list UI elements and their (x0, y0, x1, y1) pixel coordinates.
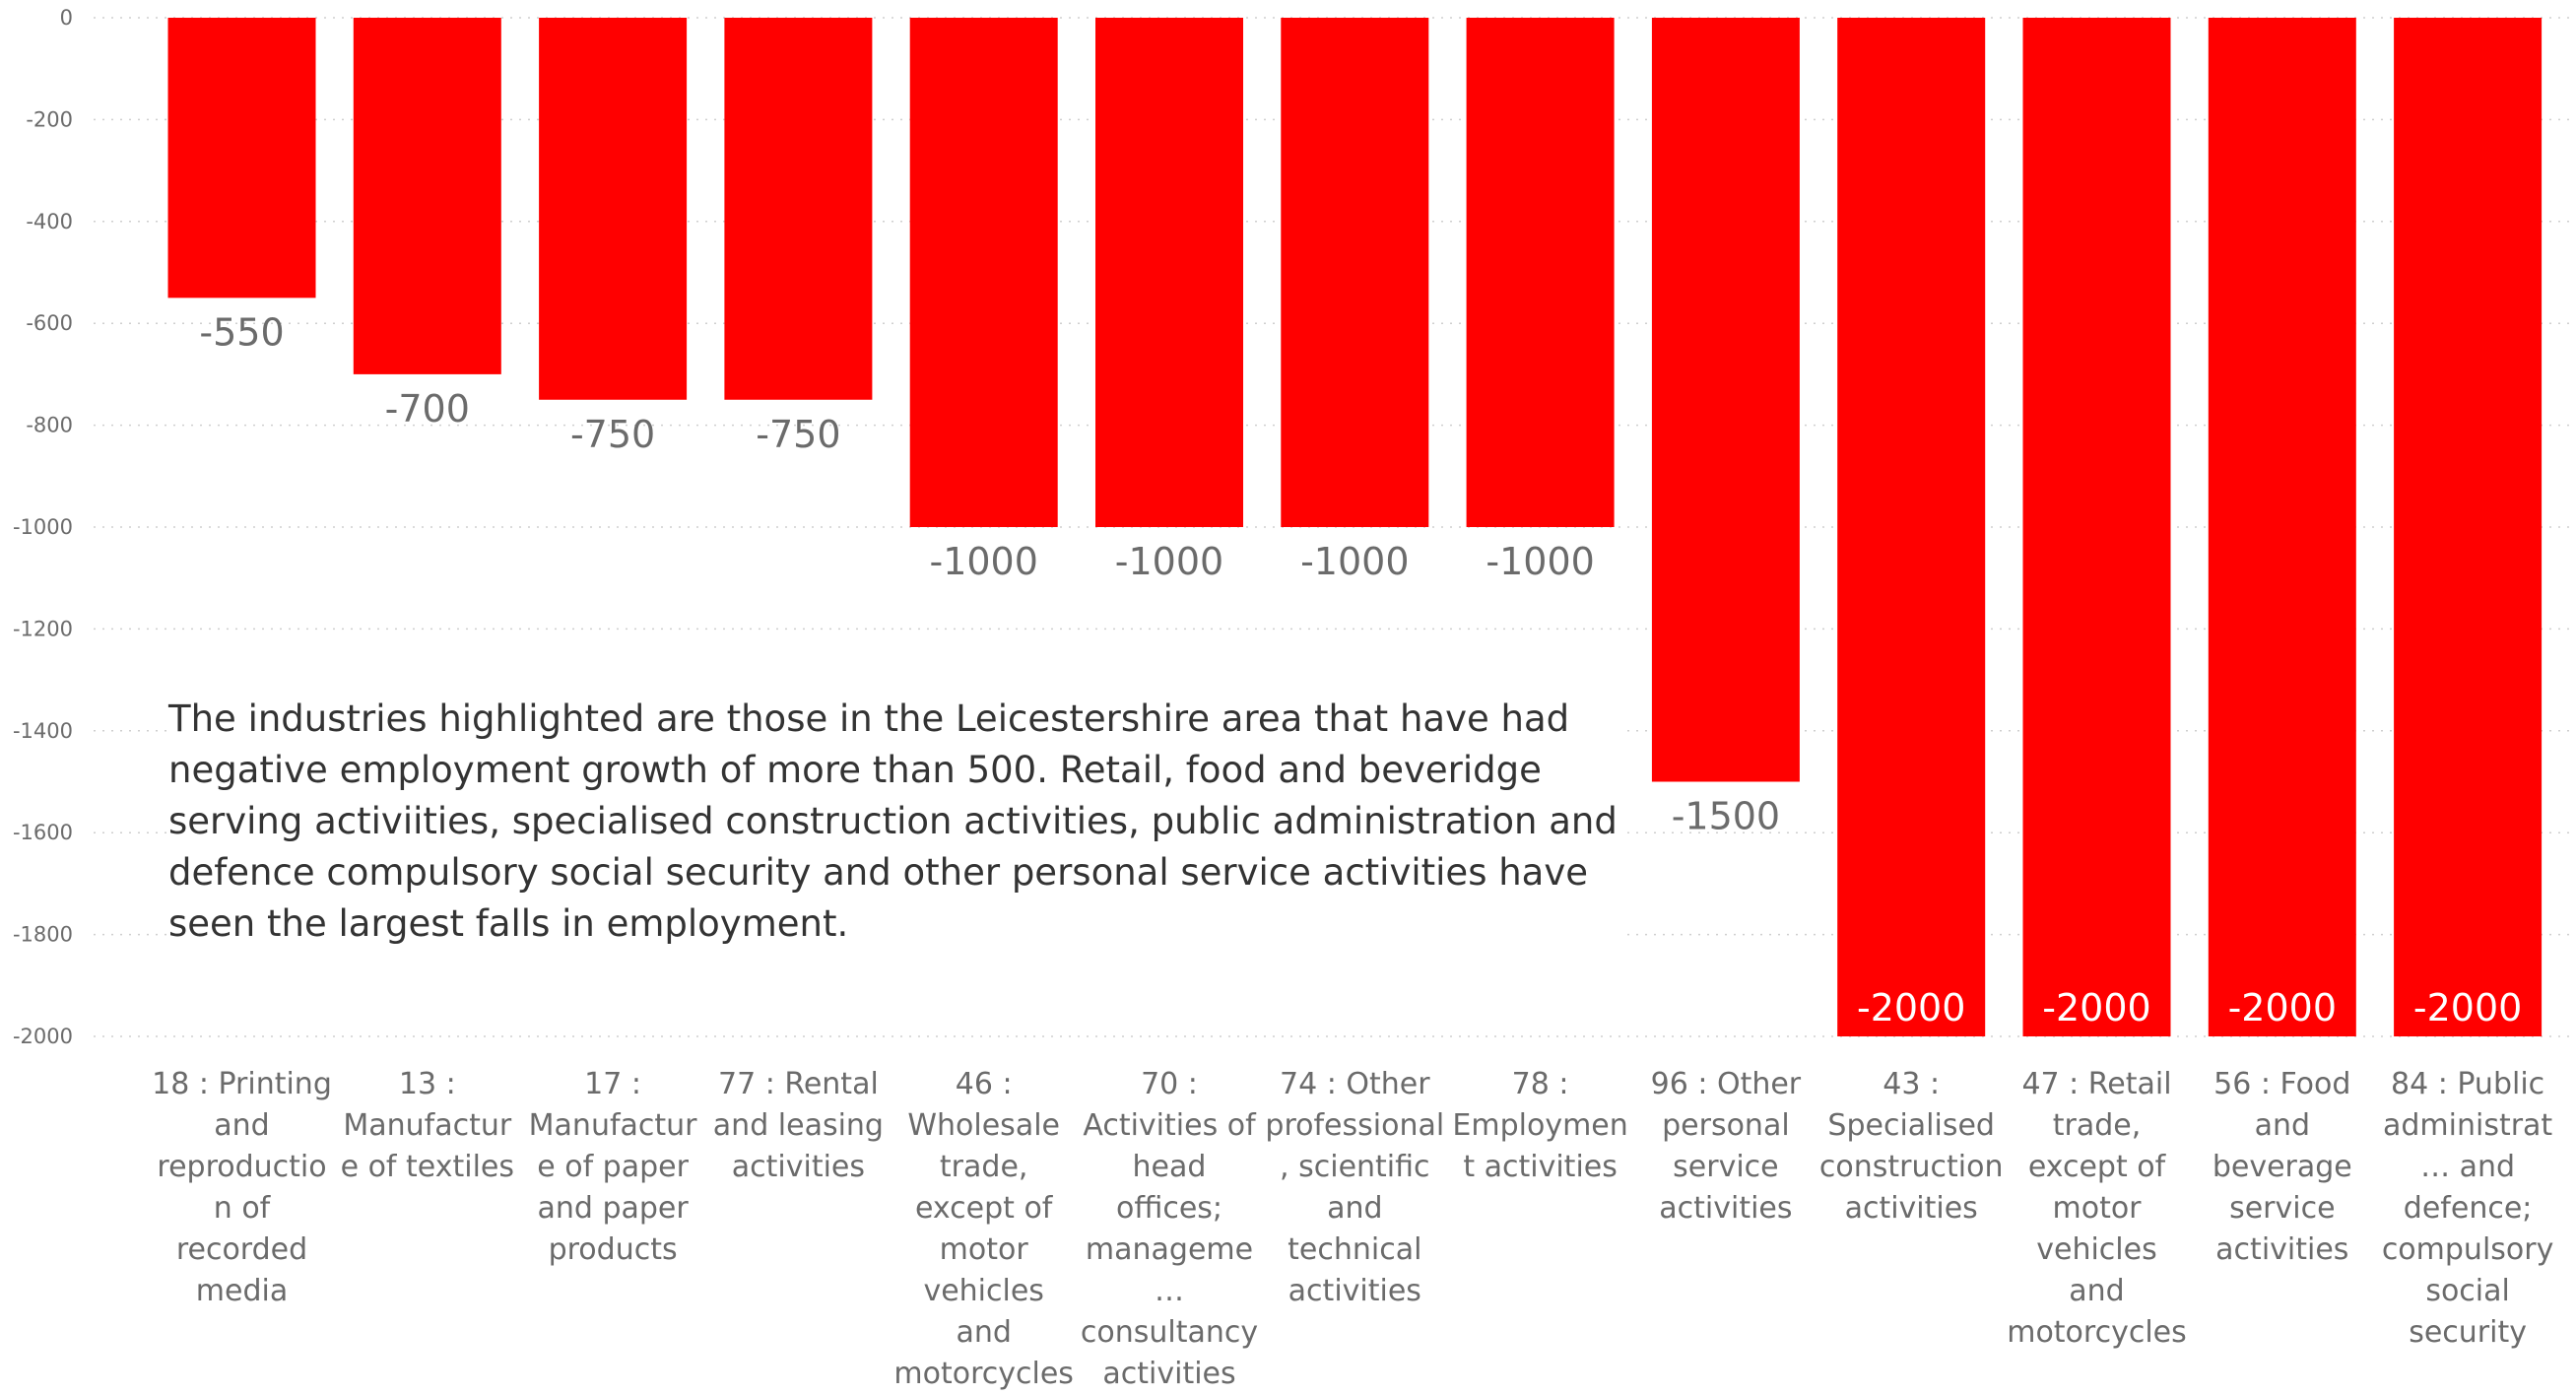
bar (167, 18, 316, 299)
bar (1466, 18, 1615, 527)
x-tick-label: 43 : Specialised construction activities (1818, 1067, 2004, 1226)
bar (2394, 18, 2543, 1036)
value-label: -1000 (929, 540, 1037, 583)
bar (2022, 18, 2171, 1036)
x-tick-label: 18 : Printing and reproduction of record… (152, 1067, 332, 1308)
value-label: -2000 (2042, 986, 2150, 1030)
value-labels: -550 -700 -750 -750 -1000 -1000 -1000 -1000 -150… (199, 310, 2522, 1030)
x-tick-label: 96 : Other personal service activities (1650, 1067, 1802, 1226)
bar (1837, 18, 1986, 1036)
annotation-text: The industries highlighted are those in … (168, 694, 1626, 950)
value-label: -1500 (1672, 795, 1780, 838)
y-tick-label: 0 (60, 6, 73, 30)
value-label: -1000 (1115, 540, 1223, 583)
x-tick-label: 46 : Wholesale trade, except of motor ve… (893, 1067, 1074, 1391)
value-label: -2000 (1857, 986, 1965, 1030)
bar-chart: 0 -200 -400 -600 -800 -1000 -1200 -1400 -1600 -18… (13, 6, 2576, 1048)
y-tick-label: -1800 (13, 923, 73, 947)
y-tick-label: -1000 (13, 515, 73, 539)
bar (1651, 18, 1800, 782)
value-label: -550 (199, 310, 284, 354)
bar (353, 18, 501, 374)
y-tick-label: -800 (26, 414, 73, 437)
x-tick-label: 77 : Rental and leasing activities (712, 1067, 884, 1184)
bars (167, 18, 2543, 1036)
x-tick-label: 47 : Retail trade, except of motor vehic… (2007, 1067, 2187, 1350)
x-tick-label: 17 : Manufacture of paper and paper prod… (528, 1067, 697, 1267)
y-axis: 0 -200 -400 -600 -800 -1000 -1200 -1400 -1600 -18… (13, 6, 73, 1048)
bar (539, 18, 688, 400)
x-tick-label: 13 : Manufacture of textiles (340, 1067, 514, 1184)
bar (2208, 18, 2356, 1036)
y-tick-label: -200 (26, 107, 73, 131)
y-tick-label: -1400 (13, 719, 73, 743)
value-label: -700 (385, 387, 470, 431)
bar (1095, 18, 1243, 527)
bar (1281, 18, 1429, 527)
value-label: -750 (570, 413, 655, 456)
value-label: -1000 (1486, 540, 1594, 583)
value-label: -2000 (2228, 986, 2337, 1030)
x-tick-label: 84 : Public administrat… and defence; co… (2381, 1067, 2554, 1350)
y-tick-label: -600 (26, 311, 73, 335)
x-tick-label: 74 : Other professional, scientific and … (1265, 1067, 1445, 1308)
x-tick-label: 56 : Food and beverage service activitie… (2212, 1067, 2352, 1267)
value-label: -2000 (2413, 986, 2522, 1030)
x-tick-label: 78 : Employment activities (1452, 1067, 1628, 1184)
bar (909, 18, 1058, 527)
x-tick-label: 70 : Activities of head offices; managem… (1080, 1067, 1259, 1391)
y-tick-label: -1200 (13, 617, 73, 640)
y-tick-label: -400 (26, 210, 73, 233)
value-label: -750 (756, 413, 840, 456)
bar (724, 18, 873, 400)
y-tick-label: -2000 (13, 1025, 73, 1048)
value-label: -1000 (1300, 540, 1409, 583)
y-tick-label: -1600 (13, 821, 73, 844)
